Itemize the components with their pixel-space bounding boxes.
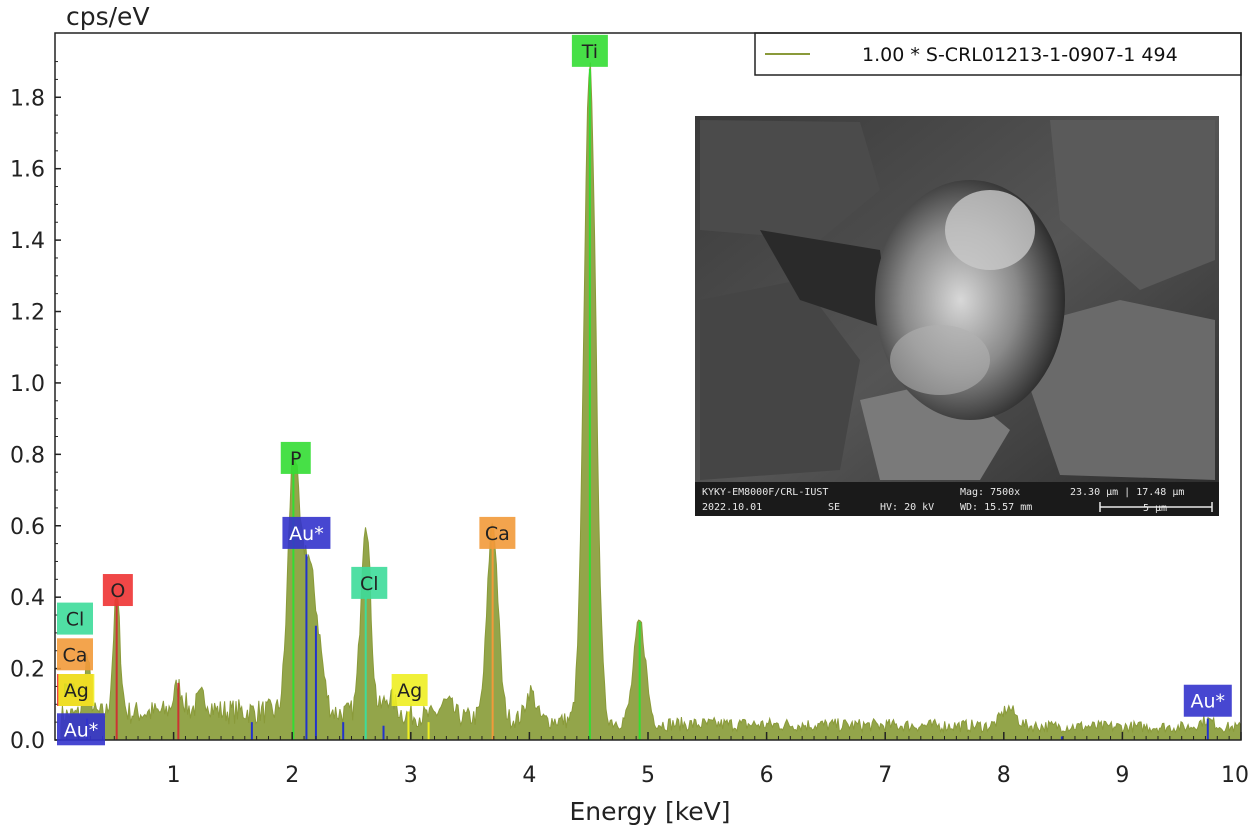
peak-label-box [1183,684,1232,717]
x-tick-label: 8 [997,763,1011,788]
peak-label-text: Au* [289,523,324,545]
sem-grain-1 [700,120,880,240]
x-tick-label: 1 [167,763,181,788]
y-tick-label: 1.0 [10,372,45,397]
sem-date: 2022.10.01 [702,502,762,513]
peak-label-au-star: Au* [1183,684,1232,717]
peak-label-text: Cl [66,609,85,631]
y-axis-label: cps/eV [66,2,150,31]
y-tick-label: 0.4 [10,586,45,611]
x-tick-label: 5 [641,763,655,788]
y-tick-label: 1.8 [10,86,45,111]
peak-label-text: Ag [64,680,89,702]
sem-grain-3 [700,280,860,480]
x-tick-label: 6 [760,763,774,788]
sem-grain-2 [1050,120,1215,290]
y-tick-label: 0.8 [10,443,45,468]
peak-label-box [351,566,388,599]
y-tick-label: 0.6 [10,515,45,540]
y-tick-label: 1.6 [10,158,45,183]
x-tick-label: 9 [1115,763,1129,788]
peak-label-ti: Ti [571,34,608,67]
peak-label-cl: Cl [57,602,93,635]
peak-label-text: Ca [485,523,510,545]
peak-label-au-star: Au* [282,516,331,549]
sem-caption-bar [695,482,1219,516]
peak-label-text: Ca [63,644,88,666]
sem-hv: HV: 20 kV [880,502,934,513]
sem-wd: WD: 15.57 mm [960,502,1032,513]
x-axis-ticks: 1 2 3 4 5 6 7 8 9 10 [66,732,1249,788]
sem-detector: SE [828,502,840,513]
y-tick-label: 1.2 [10,301,45,326]
y-axis-ticks: 0.0 0.2 0.4 0.6 0.8 1.0 1.2 1.4 1.6 1.8 [10,61,61,754]
sem-scale-label: 5 μm [1143,503,1167,514]
peak-label-ag: Ag [58,674,95,707]
legend-box [754,32,1242,76]
peak-label-text: Au* [64,719,99,741]
sem-particle-shadow [890,325,990,395]
peak-label-ag: Ag [391,674,428,707]
sem-mag: Mag: 7500x [960,487,1020,498]
sem-device: KYKY-EM8000F/CRL-IUST [702,487,828,498]
legend: 1.00 * S-CRL01213-1-0907-1 494 [754,32,1242,76]
peak-label-box [391,674,428,707]
sem-grain-4 [1010,300,1215,480]
peak-label-ca: Ca [479,516,516,549]
x-tick-label: 10 [1221,763,1249,788]
peak-label-text: P [290,448,301,470]
peak-label-cl: Cl [351,566,388,599]
sem-grain-6 [760,230,890,330]
peak-label-text: Cl [360,573,379,595]
peak-label-box [102,574,133,607]
x-axis-label: Energy [keV] [569,797,730,826]
peak-label-ca: Ca [57,638,93,671]
spectrum-series-area [60,62,1242,741]
peak-label-box [280,441,311,474]
x-tick-label: 4 [522,763,536,788]
peak-label-box [282,516,331,549]
sem-image-inset: KYKY-EM8000F/CRL-IUST 2022.10.01 SE HV: … [695,116,1219,516]
plot-frame [54,32,1242,741]
y-tick-label: 0.2 [10,658,45,683]
peak-label-p: P [280,441,311,474]
peak-label-box [57,713,105,746]
peak-label-text: Ti [581,41,598,63]
sem-particle-highlight [945,190,1035,270]
peak-label-box [479,516,516,549]
peak-label-text: Ag [397,680,422,702]
peak-label-text: O [110,580,125,602]
sem-fov: 23.30 μm | 17.48 μm [1070,487,1184,498]
peak-label-box [57,638,93,671]
peak-label-box [571,34,608,67]
x-tick-label: 2 [285,763,299,788]
peak-label-box [57,602,93,635]
x-tick-label: 3 [404,763,418,788]
x-tick-label: 7 [878,763,892,788]
legend-series-name: 1.00 * S-CRL01213-1-0907-1 494 [862,44,1178,66]
peak-label-au-star: Au* [57,713,105,746]
peak-label-text: Au* [1191,691,1226,713]
y-tick-label: 0.0 [10,729,45,754]
y-tick-label: 1.4 [10,229,45,254]
peak-label-box [58,674,95,707]
peak-label-o: O [102,574,133,607]
